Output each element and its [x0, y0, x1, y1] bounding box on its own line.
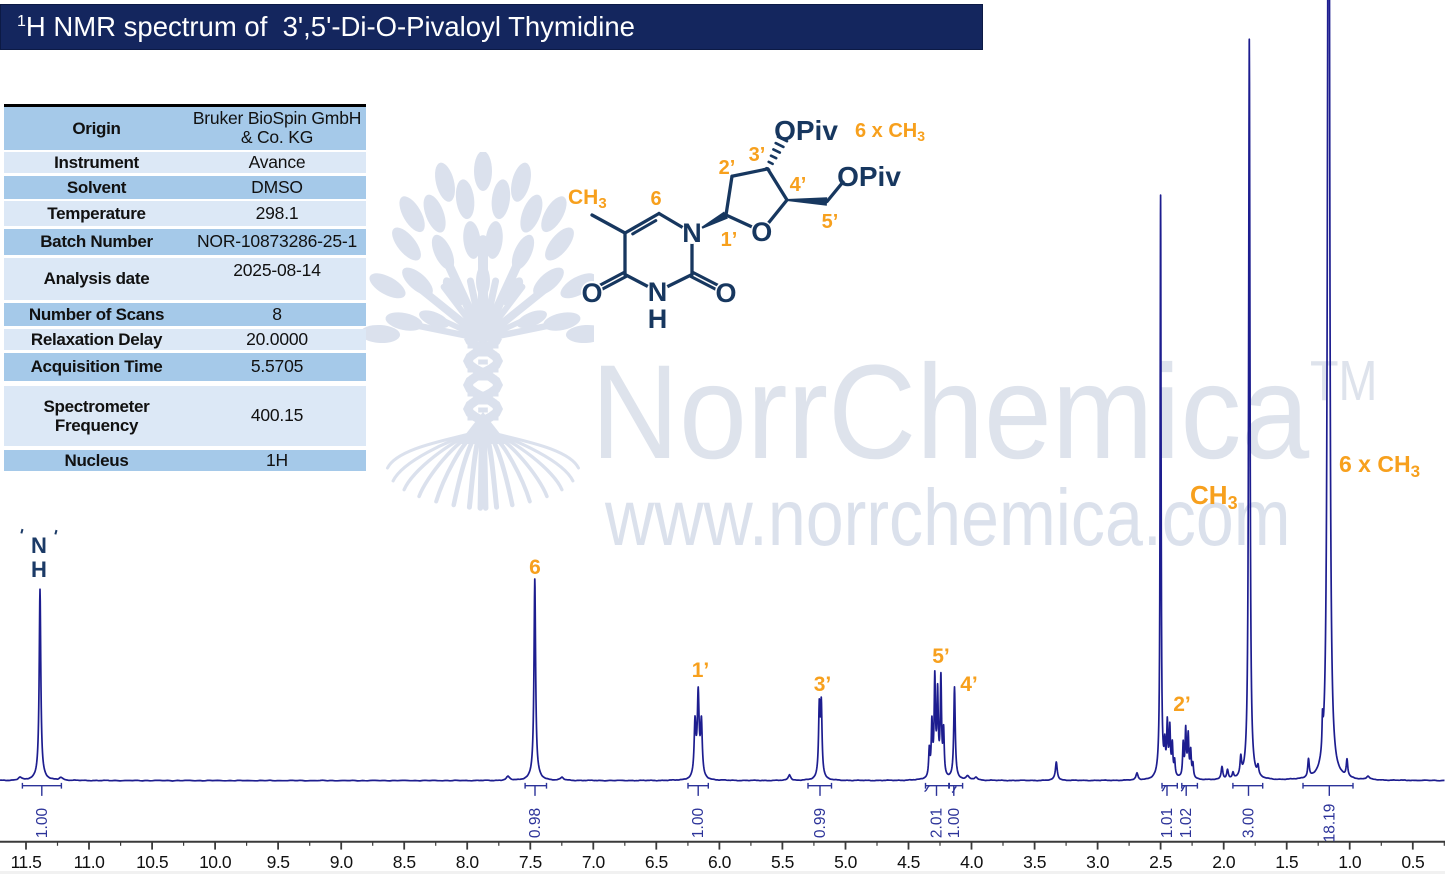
svg-text:6: 6	[650, 188, 661, 210]
svg-text:2.5: 2.5	[1149, 852, 1172, 872]
svg-text:H: H	[31, 557, 47, 582]
svg-text:O: O	[715, 278, 736, 308]
svg-text:5’: 5’	[932, 645, 950, 668]
svg-text:1.02: 1.02	[1178, 808, 1195, 838]
svg-text:1’: 1’	[692, 659, 710, 682]
svg-text:2.0: 2.0	[1212, 852, 1236, 872]
svg-text:OPiv: OPiv	[774, 115, 838, 146]
svg-text:6: 6	[529, 556, 541, 579]
svg-text:2’: 2’	[719, 157, 736, 179]
svg-text:10.0: 10.0	[199, 852, 232, 872]
svg-text:11.0: 11.0	[74, 852, 106, 872]
svg-text:1.01: 1.01	[1159, 808, 1176, 838]
svg-text:1.0: 1.0	[1338, 852, 1362, 872]
svg-text:4.0: 4.0	[960, 852, 984, 872]
svg-text:CH3: CH3	[1190, 480, 1238, 513]
svg-text:0.99: 0.99	[812, 808, 829, 838]
svg-text:1.5: 1.5	[1275, 852, 1298, 872]
svg-text:8.0: 8.0	[456, 852, 480, 872]
svg-text:1.00: 1.00	[946, 808, 963, 839]
svg-text:0.5: 0.5	[1401, 852, 1424, 872]
svg-text:2’: 2’	[1173, 693, 1191, 716]
svg-text:3.00: 3.00	[1241, 808, 1258, 839]
svg-text:10.5: 10.5	[136, 852, 168, 872]
svg-text:1.00: 1.00	[34, 808, 51, 839]
svg-text:N: N	[31, 533, 47, 558]
svg-text:3’: 3’	[814, 673, 832, 696]
svg-text:4’: 4’	[790, 174, 807, 196]
svg-text:9.5: 9.5	[267, 852, 290, 872]
svg-text:O: O	[581, 278, 602, 308]
svg-text:5’: 5’	[822, 211, 839, 233]
svg-text:N: N	[682, 218, 702, 248]
svg-text:6.0: 6.0	[708, 852, 732, 872]
svg-text:7.0: 7.0	[582, 852, 606, 872]
svg-text:3.5: 3.5	[1023, 852, 1046, 872]
svg-text:8.5: 8.5	[393, 852, 416, 872]
svg-text:1’: 1’	[721, 229, 738, 251]
svg-text:5.0: 5.0	[834, 852, 858, 872]
svg-text:9.0: 9.0	[330, 852, 354, 872]
svg-text:11.5: 11.5	[11, 852, 42, 872]
svg-text:2.01: 2.01	[929, 808, 946, 838]
svg-text:6 x CH3: 6 x CH3	[1339, 451, 1420, 481]
svg-text:N: N	[648, 277, 668, 307]
svg-text:H: H	[648, 304, 668, 334]
svg-text:4’: 4’	[960, 673, 978, 696]
svg-text:5.5: 5.5	[771, 852, 794, 872]
svg-text:0.98: 0.98	[527, 808, 544, 838]
svg-text:7.5: 7.5	[519, 852, 542, 872]
svg-text:6 x CH3: 6 x CH3	[855, 120, 925, 144]
svg-text:4.5: 4.5	[897, 852, 920, 872]
svg-text:3’: 3’	[749, 144, 766, 166]
svg-text:6.5: 6.5	[645, 852, 668, 872]
svg-text:3.0: 3.0	[1086, 852, 1110, 872]
svg-text:O: O	[751, 217, 772, 247]
svg-text:18.19: 18.19	[1321, 804, 1338, 843]
svg-text:1.00: 1.00	[690, 808, 707, 839]
svg-text:OPiv: OPiv	[837, 161, 901, 192]
